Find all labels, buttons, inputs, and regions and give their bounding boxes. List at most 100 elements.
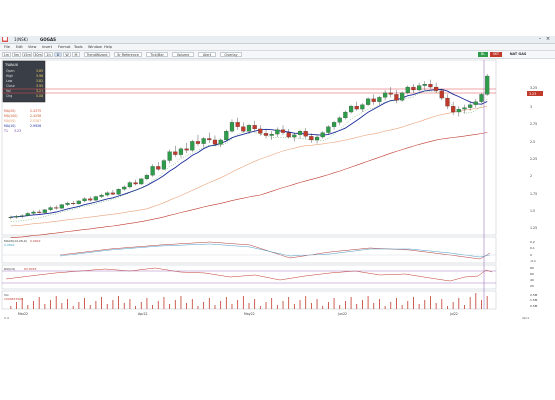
menu-tools[interactable]: Tools	[74, 45, 83, 49]
tickbar-button[interactable]: Tick/Bar	[146, 52, 168, 57]
chart-area[interactable]: TWAUX Open 3.85 High 3.98 Low 3.82 Close…	[0, 59, 555, 320]
trendwizard-button[interactable]: TrendWizard	[84, 52, 110, 57]
overlay-button[interactable]: Overlay	[220, 52, 242, 57]
skt-tag[interactable]: SKT	[490, 52, 502, 57]
volume-bar	[401, 305, 403, 309]
menu-view[interactable]: View	[28, 45, 37, 49]
candle-body	[388, 92, 393, 95]
minimize-icon[interactable]: –	[538, 36, 542, 42]
volume-bar	[174, 300, 176, 309]
tab-30m[interactable]: 30m	[33, 52, 43, 57]
volume-bar	[475, 293, 477, 309]
info-label-high: High	[6, 74, 13, 78]
candle-body	[394, 94, 399, 101]
candle-body	[428, 84, 433, 88]
price-tick: 2	[530, 174, 532, 178]
candle-body	[258, 128, 263, 134]
close-icon[interactable]: ×	[545, 36, 551, 42]
legend-ma100-label: MA(100)	[4, 114, 18, 118]
candle-body	[309, 136, 314, 141]
legend-ma50-value: 2.5287	[30, 119, 41, 123]
volume-bar	[220, 301, 222, 309]
candle-body	[343, 111, 348, 119]
volume-bar	[424, 300, 426, 309]
volume-bar	[413, 297, 414, 309]
tab-15m[interactable]: 15m	[22, 52, 32, 57]
price-tick: 2.75	[530, 122, 537, 126]
tab-weekly[interactable]: W	[63, 52, 71, 57]
volume-bar	[101, 297, 102, 309]
legend-ma10-value: 2.9926	[30, 124, 41, 128]
tab-monthly[interactable]: M	[72, 52, 80, 57]
candle-body	[377, 97, 382, 102]
menu-file[interactable]: File	[4, 45, 10, 49]
candle-body	[71, 203, 76, 204]
candle-body	[76, 200, 81, 204]
macd-tick: 0	[530, 253, 532, 257]
price-tick: 1.25	[530, 226, 537, 230]
candle-body	[195, 141, 201, 144]
info-label-open: Open	[6, 69, 15, 73]
info-value-close: 3.95	[36, 84, 43, 88]
bl-tag[interactable]: BL	[478, 52, 488, 57]
volume-bar	[396, 298, 397, 309]
volume-bar	[72, 306, 74, 309]
candle-body	[116, 189, 121, 195]
legend-ma10-label: MA(10)	[4, 124, 15, 128]
candle-body	[451, 106, 456, 113]
price-tick: 2.5	[530, 140, 535, 144]
price-tick: 2.25	[530, 157, 537, 161]
volume-bar	[310, 303, 312, 309]
volume-bar	[208, 298, 210, 309]
rsi-tick: 60	[530, 272, 534, 276]
legend-t1-value: 3.23	[14, 129, 21, 133]
candle-body	[365, 98, 371, 105]
info-panel: TWAUX Open 3.85 High 3.98 Low 3.82 Close…	[2, 60, 46, 103]
volume-bar	[38, 297, 40, 309]
candle-body	[263, 133, 269, 136]
tab-daily[interactable]: D	[54, 52, 62, 57]
volume-bar	[16, 302, 17, 309]
candle-body	[286, 132, 291, 138]
info-panel-bg	[2, 60, 46, 103]
volume-bar	[390, 302, 392, 309]
menu-window[interactable]: Window	[88, 45, 102, 49]
title-bar: ■ 1(NSK) GOGAS – ×	[0, 36, 555, 44]
menu-format[interactable]: Format	[58, 45, 71, 49]
volume-bar	[191, 299, 193, 309]
menu-insert[interactable]: Insert	[42, 45, 53, 49]
tab-5m[interactable]: 5m	[12, 52, 21, 57]
volume-bar	[316, 299, 318, 309]
info-value-low: 3.82	[36, 79, 43, 83]
price-chart[interactable]: TWAUX Open 3.85 High 3.98 Low 3.82 Close…	[0, 59, 555, 320]
price-tag-value: 3.23	[529, 92, 536, 96]
candle-body	[479, 94, 484, 102]
menu-help[interactable]: Help	[104, 45, 112, 49]
sr-reference-button[interactable]: Sr Reference	[114, 52, 142, 57]
macd-panel-frame	[1, 236, 497, 264]
candle-body	[42, 209, 47, 213]
tab-1m[interactable]: 1m	[2, 52, 11, 57]
candle-body	[82, 198, 87, 202]
price-tick: 1.75	[530, 192, 537, 196]
volume-bar	[265, 302, 267, 309]
candle-body	[207, 138, 212, 141]
candle-body	[218, 139, 223, 145]
candle-body	[445, 97, 450, 107]
candle-body	[139, 178, 144, 185]
candle-body	[37, 211, 42, 213]
alert-button[interactable]: Alert	[198, 52, 216, 57]
candle-body	[462, 107, 467, 110]
candle-body	[14, 216, 19, 218]
vol-legend-value: 1009637000	[4, 297, 23, 301]
tab-1h[interactable]: 1h	[44, 52, 53, 57]
volume-bar	[225, 297, 227, 309]
legend-t1-label: T1	[3, 129, 8, 133]
legend-ma20-value: 2.4375	[30, 109, 41, 113]
candle-body	[65, 203, 70, 205]
menu-edit[interactable]: Edit	[16, 45, 23, 49]
volume-button[interactable]: Volume	[172, 52, 194, 57]
price-tick: 3	[530, 105, 532, 109]
volume-bar	[157, 301, 159, 309]
candle-body	[417, 85, 422, 91]
